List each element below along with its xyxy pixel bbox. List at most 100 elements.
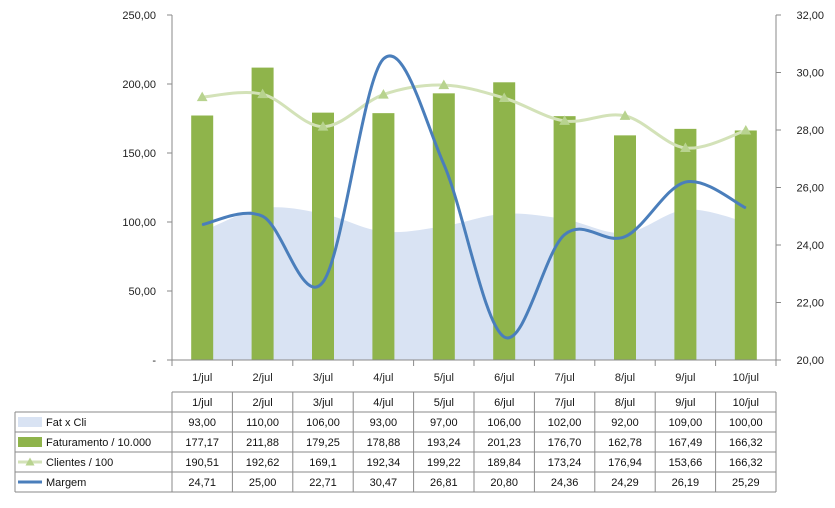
table-value-cell: 192,62 <box>246 457 280 469</box>
table-value-cell: 24,71 <box>188 477 216 489</box>
table-value-cell: 109,00 <box>669 417 703 429</box>
legend-label: Clientes / 100 <box>46 457 113 469</box>
legend-key-fat-x-cli <box>18 417 42 427</box>
bar-faturamento-4 <box>372 113 395 360</box>
left-tick-label: 250,00 <box>122 10 156 22</box>
table-value-cell: 92,00 <box>611 417 639 429</box>
marker-clientes-6 <box>498 92 510 103</box>
point-margem-5 <box>443 163 445 165</box>
legend-label: Margem <box>46 477 86 489</box>
table-value-cell: 106,00 <box>487 417 521 429</box>
table-value-cell: 176,94 <box>608 457 642 469</box>
x-tick-label: 8/jul <box>615 372 635 384</box>
point-margem-10 <box>745 207 747 209</box>
table-value-cell: 25,00 <box>249 477 277 489</box>
table-value-cell: 110,00 <box>246 417 279 429</box>
point-margem-2 <box>262 215 264 217</box>
right-tick-label: 32,00 <box>796 10 824 22</box>
line-clientes <box>202 83 747 150</box>
table-value-cell: 211,88 <box>246 437 279 449</box>
x-tick-label: 7/jul <box>555 372 575 384</box>
table-value-cell: 24,36 <box>551 477 579 489</box>
table-value-cell: 93,00 <box>188 417 216 429</box>
table-value-cell: 179,25 <box>306 437 340 449</box>
x-tick-label: 1/jul <box>192 372 212 384</box>
right-tick-label: 22,00 <box>796 298 824 310</box>
table-value-cell: 167,49 <box>669 437 703 449</box>
left-tick-label: - <box>152 355 156 367</box>
table-header-cell: 1/jul <box>192 397 212 409</box>
right-tick-label: 24,00 <box>796 240 824 252</box>
area-fat-x-cli <box>202 207 746 360</box>
point-margem-7 <box>564 234 566 236</box>
left-tick-label: 150,00 <box>122 148 156 160</box>
bar-faturamento-8 <box>614 135 636 360</box>
table-value-cell: 24,29 <box>611 477 639 489</box>
bar-faturamento-6 <box>493 82 516 360</box>
marker-clientes-4 <box>378 89 389 99</box>
left-tick-label: 200,00 <box>122 79 156 91</box>
marker-clientes-5 <box>438 79 450 90</box>
legend-key-faturamento <box>18 437 42 447</box>
point-margem-9 <box>684 181 686 183</box>
bar-faturamento-7 <box>553 116 576 361</box>
table-value-cell: 100,00 <box>729 417 763 429</box>
table-value-cell: 178,88 <box>367 437 401 449</box>
legend-key-clientes-marker <box>25 457 35 466</box>
table-value-cell: 199,22 <box>427 457 461 469</box>
marker-clientes-2 <box>257 88 268 99</box>
line-margem <box>201 54 747 340</box>
table-header-cell: 9/jul <box>675 397 695 409</box>
left-tick-label: 100,00 <box>122 217 156 229</box>
table-value-cell: 26,81 <box>430 477 458 489</box>
right-tick-label: 28,00 <box>796 125 824 137</box>
table-value-cell: 93,00 <box>370 417 398 429</box>
table-header-cell: 7/jul <box>555 397 575 409</box>
table-value-cell: 166,32 <box>729 457 763 469</box>
marker-clientes-8 <box>619 110 631 120</box>
table-header-cell: 8/jul <box>615 397 635 409</box>
table-header-cell: 4/jul <box>373 397 393 409</box>
marker-clientes-9 <box>680 142 691 152</box>
marker-clientes-7 <box>559 115 570 125</box>
table-value-cell: 201,23 <box>487 437 521 449</box>
table-value-cell: 25,29 <box>732 477 760 489</box>
table-value-cell: 153,66 <box>669 457 703 469</box>
marker-clientes-1 <box>196 91 208 102</box>
x-tick-label: 10/jul <box>733 372 759 384</box>
right-tick-label: 26,00 <box>796 183 824 195</box>
bar-faturamento-5 <box>432 93 455 360</box>
bar-faturamento-2 <box>251 67 274 361</box>
point-margem-8 <box>624 236 626 238</box>
bar-faturamento-10 <box>734 130 757 360</box>
right-tick-label: 30,00 <box>796 68 824 80</box>
table-value-cell: 166,32 <box>729 437 763 449</box>
x-tick-label: 5/jul <box>434 372 454 384</box>
point-margem-1 <box>201 224 203 226</box>
table-header-cell: 6/jul <box>494 397 514 409</box>
right-tick-label: 20,00 <box>796 355 824 367</box>
legend-label: Fat x Cli <box>46 417 86 429</box>
table-value-cell: 97,00 <box>430 417 458 429</box>
x-tick-label: 6/jul <box>494 372 514 384</box>
table-header-cell: 3/jul <box>313 397 333 409</box>
table-value-cell: 193,24 <box>427 437 461 449</box>
x-tick-label: 2/jul <box>253 372 273 384</box>
bar-faturamento-9 <box>674 128 697 360</box>
table-value-cell: 190,51 <box>185 457 219 469</box>
table-header-cell: 2/jul <box>253 397 273 409</box>
table-value-cell: 173,24 <box>548 457 582 469</box>
table-value-cell: 169,1 <box>309 457 337 469</box>
table-value-cell: 162,78 <box>608 437 642 449</box>
point-margem-4 <box>382 58 384 60</box>
table-value-cell: 106,00 <box>306 417 340 429</box>
table-header-cell: 5/jul <box>434 397 454 409</box>
table-value-cell: 177,17 <box>185 437 219 449</box>
table-value-cell: 102,00 <box>548 417 582 429</box>
table-value-cell: 192,34 <box>367 457 401 469</box>
table-value-cell: 26,19 <box>672 477 700 489</box>
marker-clientes-3 <box>317 121 329 131</box>
table-value-cell: 176,70 <box>548 437 582 449</box>
bar-faturamento-1 <box>191 115 214 360</box>
